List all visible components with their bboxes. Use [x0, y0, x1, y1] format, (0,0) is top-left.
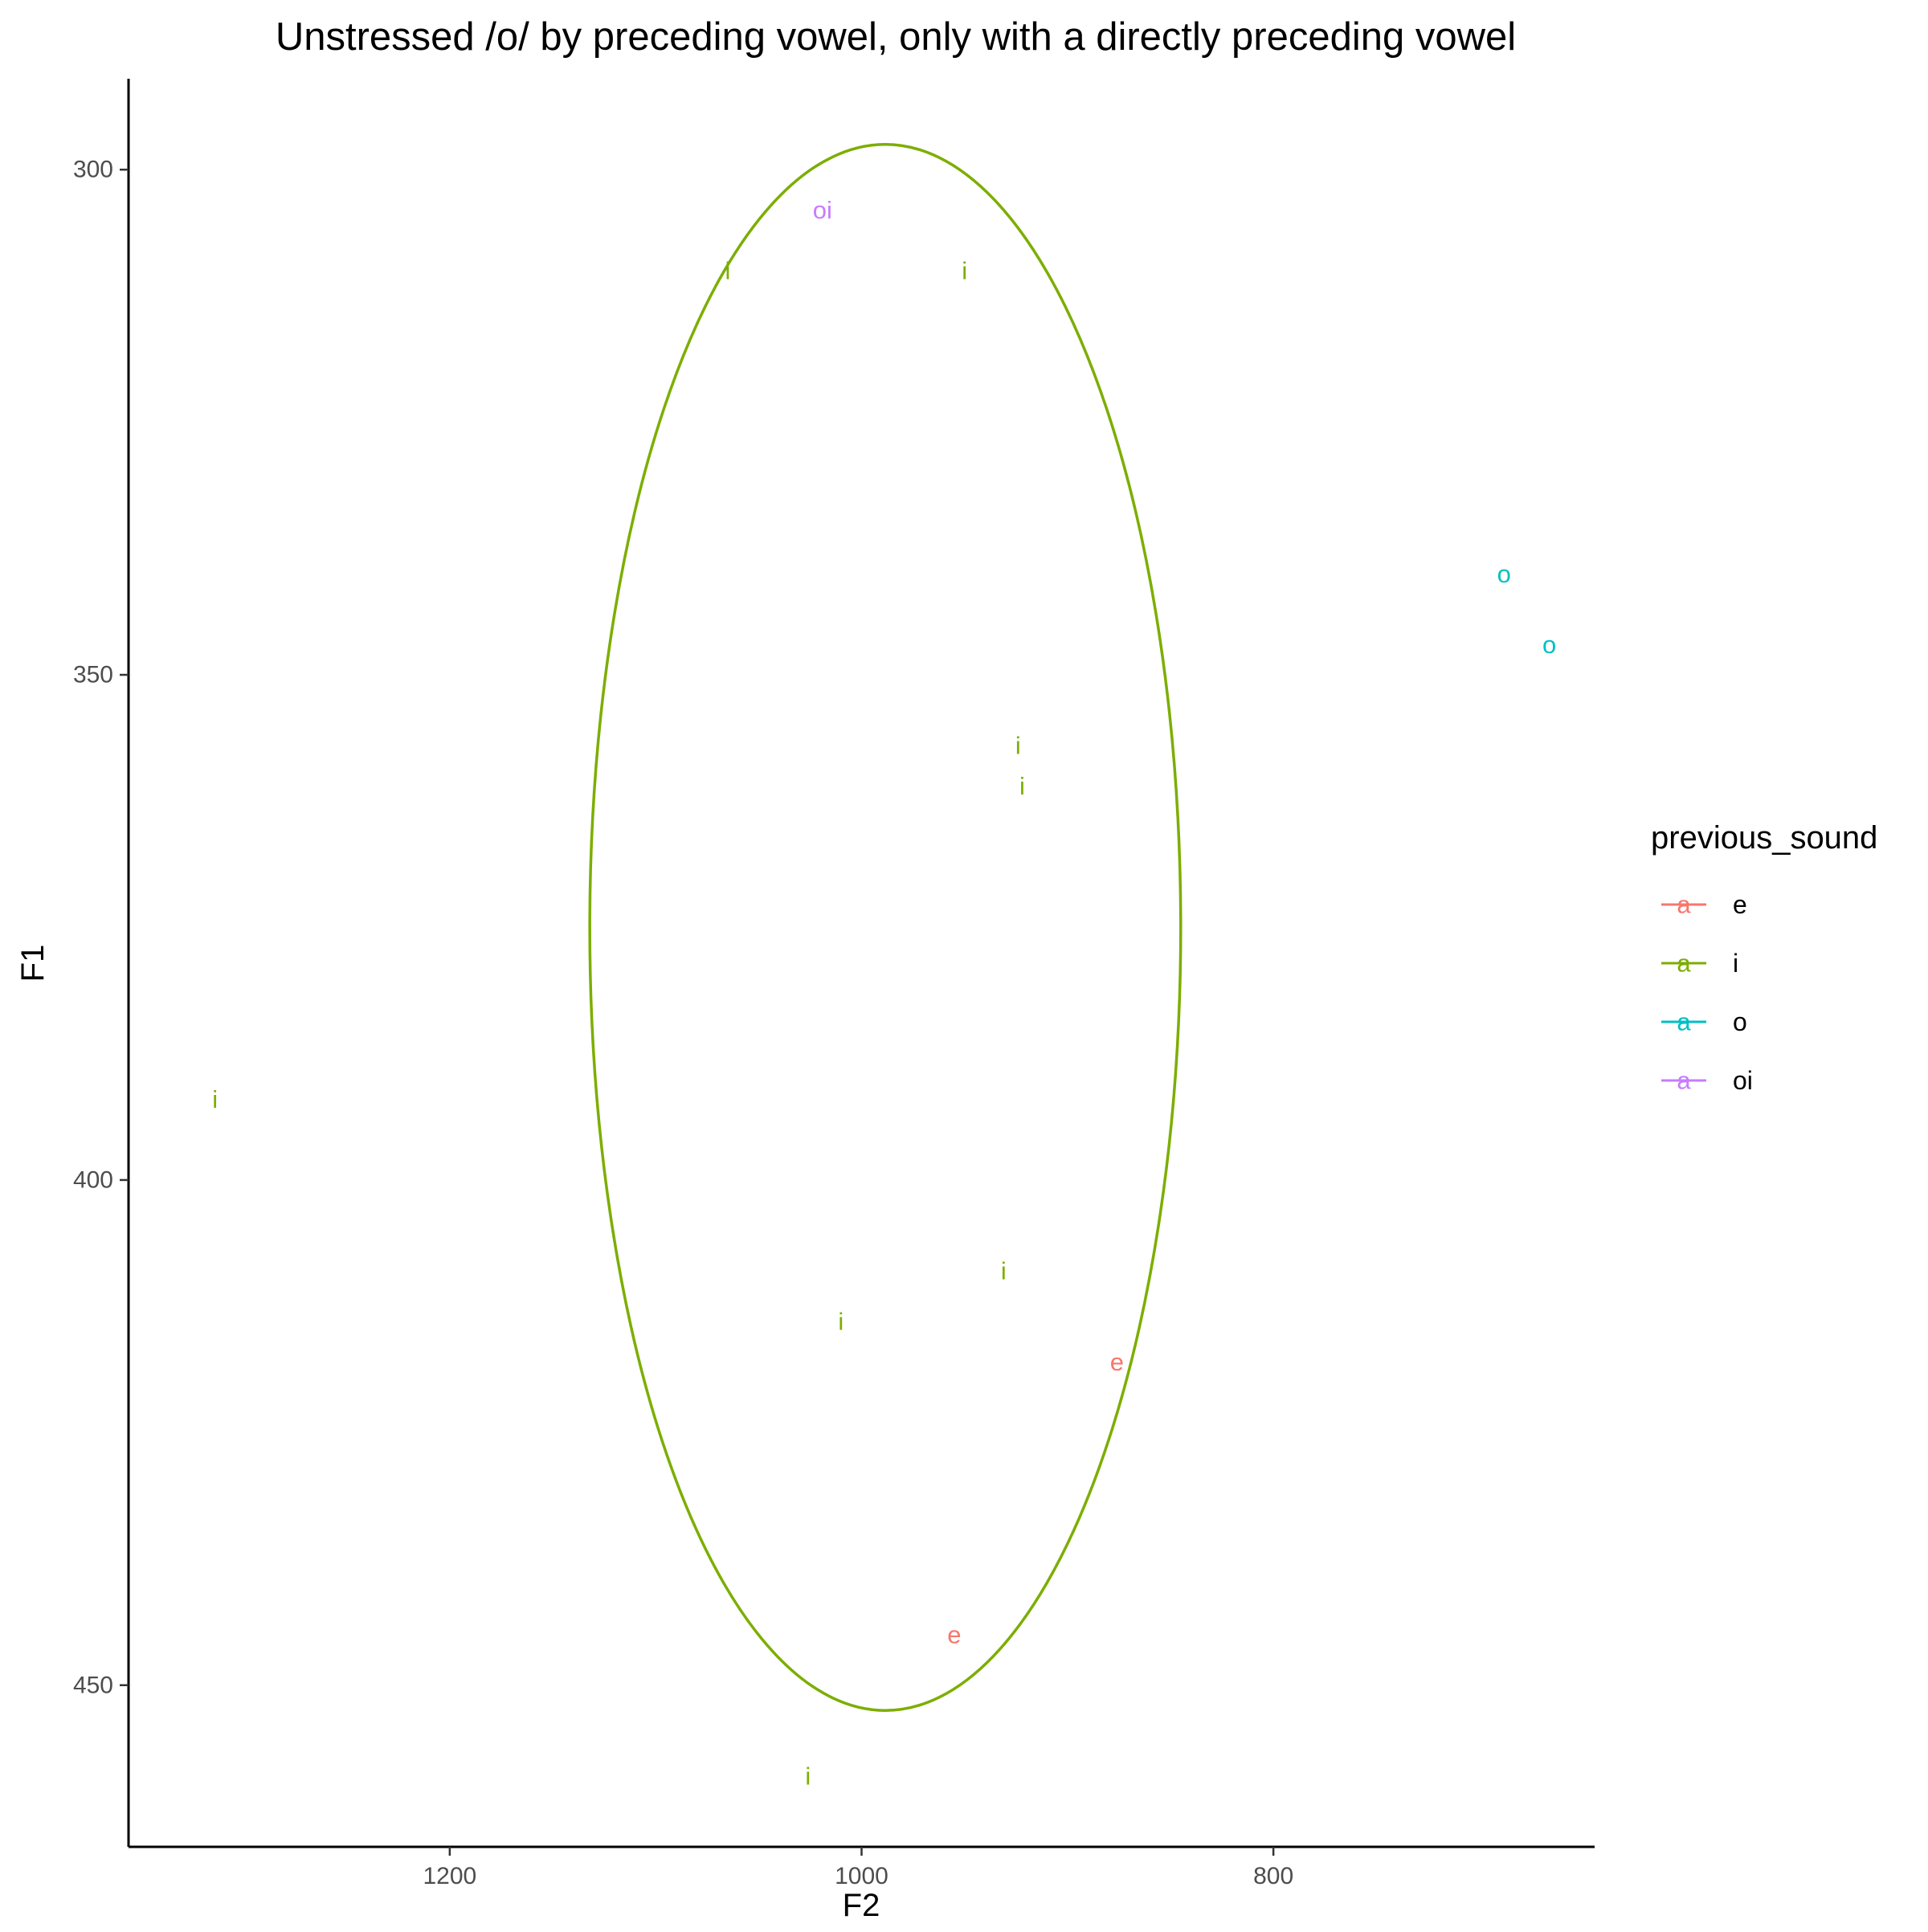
y-tick-label: 300	[73, 157, 113, 183]
x-tick-label: 800	[1253, 1863, 1293, 1889]
data-point-o: o	[1497, 560, 1511, 588]
data-point-i: i	[725, 256, 730, 284]
data-point-e: e	[1110, 1348, 1124, 1376]
data-point-i: i	[1015, 732, 1021, 760]
legend-title: previous_sound	[1651, 820, 1877, 856]
y-tick-label: 350	[73, 662, 113, 688]
data-point-i: i	[838, 1307, 844, 1335]
legend-label: e	[1733, 890, 1747, 919]
data-point-i: i	[805, 1762, 811, 1790]
data-point-i: i	[1001, 1257, 1007, 1285]
legend-entry-oi: a oi	[1661, 1066, 1753, 1095]
data-point-o: o	[1542, 631, 1556, 659]
data-point-oi: oi	[813, 196, 832, 224]
data-point-i: i	[1019, 772, 1025, 800]
legend-label: i	[1733, 949, 1738, 978]
legend-label: o	[1733, 1007, 1747, 1036]
ellipse-i	[588, 143, 1183, 1712]
x-tick-label: 1200	[423, 1863, 476, 1889]
legend-key-glyph: a	[1677, 950, 1691, 978]
legend-key-glyph: a	[1677, 1067, 1691, 1095]
y-axis-ticks: 300 350 400 450	[73, 157, 129, 1698]
legend-label: oi	[1733, 1066, 1753, 1095]
data-point-i: i	[212, 1085, 218, 1113]
x-tick-label: 1000	[835, 1863, 888, 1889]
y-axis-title: F1	[15, 945, 51, 982]
x-axis-title: F2	[843, 1888, 880, 1923]
y-tick-label: 450	[73, 1672, 113, 1698]
legend-key-glyph: a	[1677, 1008, 1691, 1036]
x-axis-ticks: 1200 1000 800	[423, 1847, 1293, 1889]
data-point-i: i	[962, 256, 967, 284]
legend-key-glyph: a	[1677, 891, 1691, 919]
confidence-ellipse-layer	[588, 143, 1183, 1712]
legend-entries: a ea ia oa oi	[1661, 890, 1753, 1095]
data-point-e: e	[947, 1620, 961, 1648]
y-tick-label: 400	[73, 1166, 113, 1193]
legend: previous_sound a ea ia oa oi	[1651, 820, 1877, 1095]
chart-title: Unstressed /o/ by preceding vowel, only …	[276, 15, 1516, 59]
